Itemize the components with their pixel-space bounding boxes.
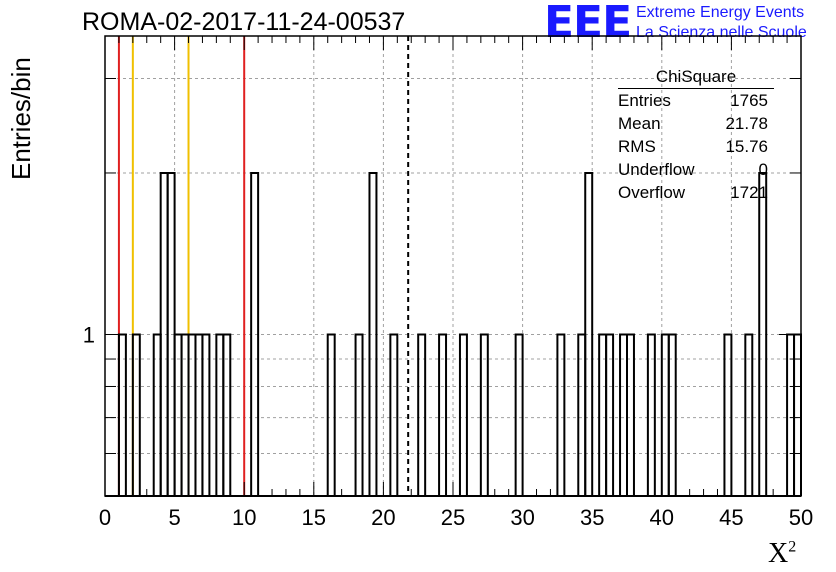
histogram-bar <box>250 171 260 496</box>
histogram-bar <box>723 333 733 496</box>
stats-value: 1721 <box>730 183 768 202</box>
x-tick-label: 0 <box>99 505 111 530</box>
stats-key: Underflow <box>618 160 695 179</box>
x-axis-label-exponent: 2 <box>788 538 797 556</box>
stats-value: 0 <box>758 160 768 179</box>
histogram-bar <box>605 333 615 496</box>
histogram-bar <box>667 333 677 496</box>
logo-subtitle-line1: Extreme Energy Events <box>636 4 805 21</box>
histogram-bar <box>458 333 468 496</box>
stats-value: 1765 <box>730 91 768 110</box>
x-tick-label: 40 <box>650 505 674 530</box>
x-axis-label: X2 <box>768 538 796 570</box>
x-tick-label: 25 <box>441 505 465 530</box>
histogram-bar <box>201 333 211 496</box>
x-axis-label-base: X <box>768 538 789 569</box>
histogram-bar <box>131 333 141 496</box>
x-tick-label: 50 <box>789 505 813 530</box>
stats-row-overflow: Overflow 1721 <box>612 181 780 204</box>
histogram-bar <box>417 333 427 496</box>
histogram-bar <box>646 333 656 496</box>
reference-lines <box>117 36 410 496</box>
histogram-bar <box>744 333 754 496</box>
stats-key: Entries <box>618 91 671 110</box>
stats-row-rms: RMS 15.76 <box>612 135 780 158</box>
histogram-bar <box>514 333 524 496</box>
chart-title: ROMA-02-2017-11-24-00537 <box>82 8 406 36</box>
histogram-bar <box>326 333 336 496</box>
x-tick-label: 10 <box>232 505 256 530</box>
stats-value: 15.76 <box>725 137 768 156</box>
x-tick-label: 15 <box>302 505 326 530</box>
stats-row-underflow: Underflow 0 <box>612 158 780 181</box>
x-tick-label: 35 <box>580 505 604 530</box>
y-tick-label: 1 <box>83 322 95 347</box>
axis-tick-labels: 0 5 10 15 20 25 30 35 40 45 50 1 <box>83 322 813 530</box>
stats-divider <box>618 88 774 89</box>
histogram-bar <box>758 171 768 496</box>
x-tick-label: 5 <box>168 505 180 530</box>
stats-key: Mean <box>618 114 661 133</box>
x-tick-label: 20 <box>371 505 395 530</box>
stats-row-entries: Entries 1765 <box>612 89 780 112</box>
stats-key: RMS <box>618 137 656 156</box>
stats-key: Overflow <box>618 183 686 202</box>
histogram-bar <box>354 333 364 496</box>
statistics-box: ChiSquare Entries 1765 Mean 21.78 RMS 15.76… <box>612 66 780 204</box>
eee-logo: EEE <box>544 0 632 48</box>
histogram-bar <box>556 333 566 496</box>
stats-title: ChiSquare <box>655 67 737 86</box>
stats-value: 21.78 <box>725 114 768 133</box>
x-tick-label: 45 <box>719 505 743 530</box>
histogram-bar <box>584 171 594 496</box>
histogram-bar <box>389 333 399 496</box>
x-tick-label: 30 <box>510 505 534 530</box>
stats-row-mean: Mean 21.78 <box>612 112 780 135</box>
histogram-bar <box>368 171 378 496</box>
histogram-bar <box>438 333 448 496</box>
axis-ticks <box>104 36 802 496</box>
histogram-bar <box>626 333 635 496</box>
histogram-bar <box>479 333 489 496</box>
histogram-bar <box>222 333 232 496</box>
